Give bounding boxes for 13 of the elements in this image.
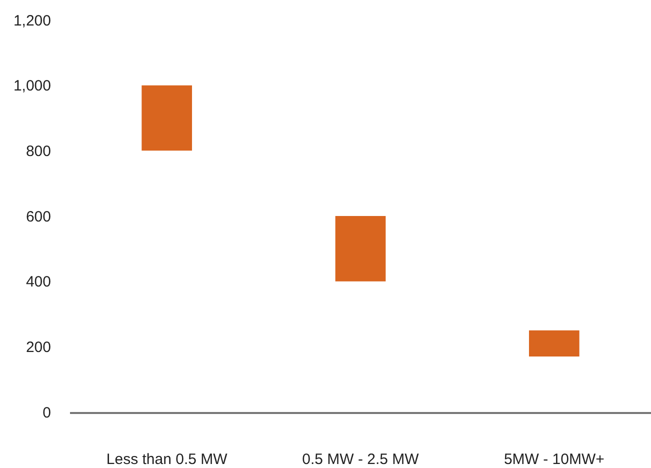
y-tick-label: 400 [26,274,51,291]
y-tick-label: 200 [26,338,51,356]
y-tick-label: 600 [26,208,51,226]
x-tick-label: 5MW - 10MW+ [504,450,605,468]
y-tick-label: 0 [42,404,51,422]
y-tick-label: 1,000 [13,78,51,95]
x-tick-label: 0.5 MW - 2.5 MW [302,450,420,468]
x-tick-label: Less than 0.5 MW [106,450,228,468]
y-tick-label: 800 [26,142,51,160]
bar [142,85,192,151]
bar [335,216,386,282]
bar [528,330,580,356]
y-tick-label: 1,200 [13,12,51,30]
